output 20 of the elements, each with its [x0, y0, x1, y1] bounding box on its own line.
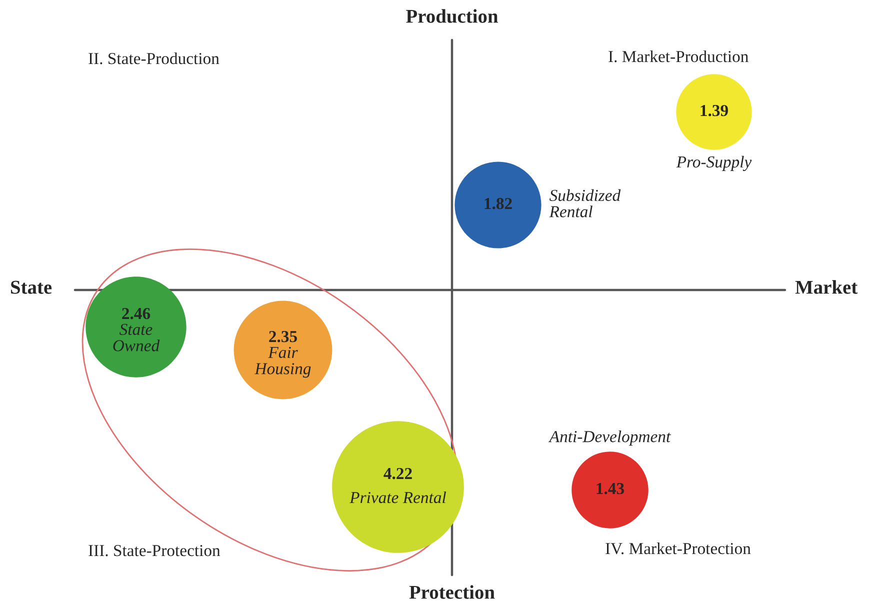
category-label: Private Rental: [350, 491, 446, 504]
text: I. Market-Production: [608, 50, 748, 62]
data-label: 1.43: [596, 482, 624, 494]
text: State: [11, 280, 52, 294]
text: IV. Market-Protection: [606, 542, 751, 554]
text: Market: [795, 280, 858, 294]
data-label: 1.39: [700, 104, 728, 116]
text: II. State-Production: [88, 52, 220, 64]
data-label: 2.35: [269, 330, 297, 342]
data-label: 1.82: [484, 198, 512, 210]
category-label: State Owned: [113, 324, 160, 352]
category-label: Anti-Development: [548, 430, 671, 446]
category-label: Subsidized Rental: [549, 189, 621, 218]
text: Production: [406, 9, 498, 23]
text: Protection: [409, 585, 495, 599]
category-label: Pro-Supply: [676, 156, 752, 171]
text: III. State-Protection: [88, 544, 220, 556]
data-label: 2.46: [122, 308, 150, 320]
category-label: Fair Housing: [254, 346, 311, 378]
data-label: 4.22: [384, 468, 412, 480]
